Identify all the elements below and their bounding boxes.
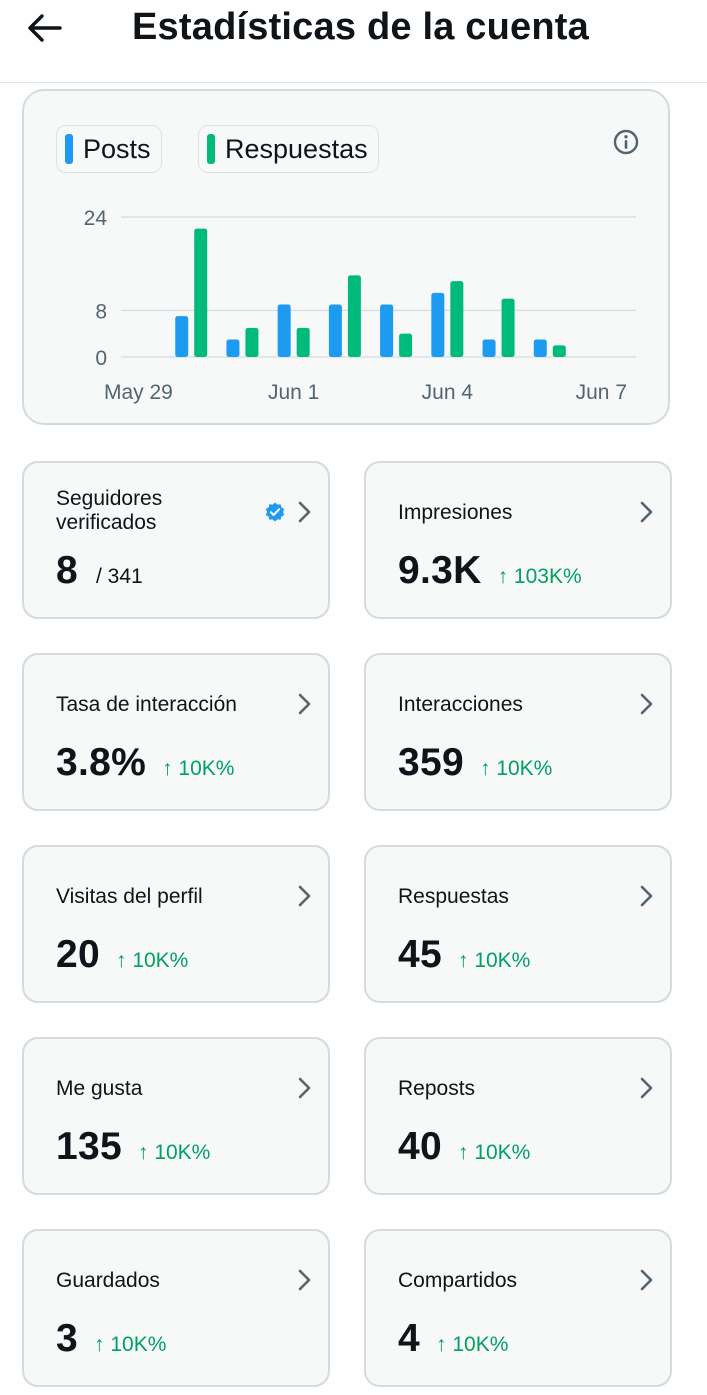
stat-label: Interacciones [398, 693, 523, 716]
stat-value: 3.8% [56, 741, 147, 784]
stat-card-tasa-de-interaccion[interactable]: Tasa de interacción 3.8% ↑ 10K% [22, 653, 330, 811]
stat-value: 359 [398, 741, 464, 784]
legend-chip-respuestas[interactable]: Respuestas [198, 125, 379, 173]
stat-value-row: 359 ↑ 10K% [398, 741, 552, 785]
bar-posts-4[interactable] [328, 304, 342, 358]
stat-subvalue: / 341 [96, 565, 143, 588]
bar-posts-5[interactable] [380, 304, 394, 358]
stat-change: ↑ 10K% [457, 1141, 531, 1164]
stat-change: ↑ 10K% [436, 1333, 509, 1356]
stat-label: Visitas del perfil [56, 885, 203, 908]
stat-card-impresiones[interactable]: Impresiones 9.3K ↑ 103K% [364, 461, 672, 619]
bar-respuestas-1[interactable] [194, 228, 208, 357]
legend-chip-posts[interactable]: Posts [56, 125, 162, 173]
chevron-right-icon [640, 1269, 653, 1291]
x-tick-label: Jun 1 [268, 381, 319, 404]
stat-card-visitas-del-perfil[interactable]: Visitas del perfil 20 ↑ 10K% [22, 845, 330, 1003]
stat-value: 45 [398, 933, 442, 976]
chevron-right-icon [298, 1269, 311, 1291]
bar-respuestas-5[interactable] [399, 333, 413, 357]
bar-chart: 24 8 0 May 29 Jun 1 Jun 4 Jun 7 [84, 207, 636, 404]
stat-value-row: 40 ↑ 10K% [398, 1125, 530, 1169]
stat-value: 4 [398, 1317, 420, 1360]
stat-value-row: 4 ↑ 10K% [398, 1317, 508, 1361]
bar-respuestas-4[interactable] [347, 275, 361, 357]
bar-posts-3[interactable] [277, 304, 291, 358]
y-tick-label: 24 [84, 207, 108, 230]
bar-respuestas-8[interactable] [552, 345, 566, 357]
bar-posts-1[interactable] [175, 316, 189, 357]
chevron-right-icon [640, 693, 653, 715]
verified-badge-icon [265, 502, 285, 522]
stat-value: 9.3K [398, 549, 482, 592]
bar-respuestas-7[interactable] [501, 298, 515, 357]
chevron-right-icon [298, 501, 311, 523]
stat-value-row: 3 ↑ 10K% [56, 1317, 166, 1361]
x-tick-label: Jun 7 [576, 381, 627, 404]
stat-label: Reposts [398, 1077, 476, 1100]
x-tick-label: May 29 [104, 381, 173, 404]
info-icon[interactable] [612, 128, 640, 156]
stat-label: Me gusta [56, 1077, 143, 1100]
y-tick-label: 0 [95, 347, 107, 370]
top-bar: Estadísticas de la cuenta [0, 0, 707, 83]
bar-respuestas-6[interactable] [450, 281, 464, 357]
stat-label: Seguidores verificados [56, 487, 163, 534]
bar-posts-7[interactable] [482, 339, 496, 358]
stat-value-row: 45 ↑ 10K% [398, 933, 530, 977]
stat-change: ↑ 103K% [497, 565, 582, 588]
chevron-right-icon [298, 885, 311, 907]
stat-change: ↑ 10K% [94, 1333, 167, 1356]
legend-swatch-respuestas [207, 134, 215, 164]
x-tick-label: Jun 4 [422, 381, 474, 404]
stat-label: Guardados [56, 1269, 160, 1292]
legend-label-respuestas: Respuestas [225, 133, 368, 164]
back-arrow-icon [28, 14, 62, 42]
stat-value-row: 8 / 341 [56, 549, 143, 593]
chevron-right-icon [640, 501, 653, 523]
chevron-right-icon [298, 693, 311, 715]
legend-label-posts: Posts [83, 133, 151, 164]
stat-card-me-gusta[interactable]: Me gusta 135 ↑ 10K% [22, 1037, 330, 1195]
stat-value: 8 [56, 549, 78, 592]
stat-value-row: 3.8% ↑ 10K% [56, 741, 234, 785]
stat-change: ↑ 10K% [137, 1141, 211, 1164]
stat-value: 3 [56, 1317, 78, 1360]
bar-posts-2[interactable] [226, 339, 240, 358]
stat-change: ↑ 10K% [115, 949, 189, 972]
bar-respuestas-3[interactable] [296, 327, 310, 357]
bar-posts-8[interactable] [533, 339, 547, 358]
bar-respuestas-2[interactable] [245, 327, 259, 357]
stat-value-row: 20 ↑ 10K% [56, 933, 188, 977]
stat-value-row: 9.3K ↑ 103K% [398, 549, 582, 593]
legend-swatch-posts [65, 134, 73, 164]
stat-card-interacciones[interactable]: Interacciones 359 ↑ 10K% [364, 653, 672, 811]
stat-value: 135 [56, 1125, 122, 1168]
chevron-right-icon [298, 1077, 311, 1099]
stat-label: Tasa de interacción [56, 693, 237, 716]
stat-card-guardados[interactable]: Guardados 3 ↑ 10K% [22, 1229, 330, 1387]
chevron-right-icon [640, 885, 653, 907]
page-title: Estadísticas de la cuenta [132, 6, 589, 48]
stat-change: ↑ 10K% [457, 949, 531, 972]
back-button[interactable] [20, 8, 68, 48]
stat-change: ↑ 10K% [479, 757, 553, 780]
stat-card-seguidores-verificados[interactable]: Seguidores verificados 8 / 341 [22, 461, 330, 619]
stat-label: Respuestas [398, 885, 509, 908]
chevron-right-icon [640, 1077, 653, 1099]
stat-value: 40 [398, 1125, 442, 1168]
stat-card-respuestas[interactable]: Respuestas 45 ↑ 10K% [364, 845, 672, 1003]
stat-label: Impresiones [398, 501, 513, 524]
stat-value: 20 [56, 933, 100, 976]
stat-label: Compartidos [398, 1269, 518, 1292]
activity-chart-card: Posts Respuestas 24 8 0 May 29 Jun 1 Jun 4 Jun… [22, 89, 670, 425]
stat-value-row: 135 ↑ 10K% [56, 1125, 210, 1169]
stat-card-compartidos[interactable]: Compartidos 4 ↑ 10K% [364, 1229, 672, 1387]
stat-change: ↑ 10K% [162, 757, 235, 780]
y-tick-label: 8 [95, 300, 107, 323]
stat-card-reposts[interactable]: Reposts 40 ↑ 10K% [364, 1037, 672, 1195]
bar-posts-6[interactable] [431, 292, 445, 357]
